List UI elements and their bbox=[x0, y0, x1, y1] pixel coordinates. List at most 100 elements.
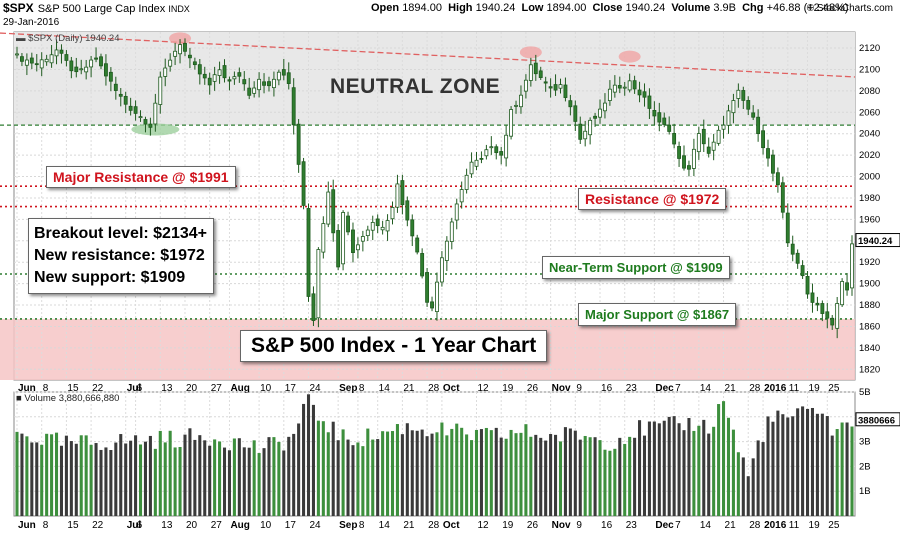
volume-bar bbox=[741, 457, 745, 516]
candle-body bbox=[691, 148, 696, 169]
stockcharts-logo: © StockCharts.com bbox=[806, 3, 893, 14]
candle-body bbox=[64, 54, 69, 61]
volume-tick-label: 3B bbox=[859, 437, 871, 448]
date-tick-label: Nov bbox=[552, 520, 571, 531]
volume-bar bbox=[489, 430, 493, 516]
volume-bar bbox=[282, 450, 286, 516]
volume-bar bbox=[376, 439, 380, 516]
candle-body bbox=[479, 157, 484, 160]
date-tick-label: 8 bbox=[43, 383, 49, 394]
candle-body bbox=[533, 62, 538, 75]
price-tick-label: 1840 bbox=[859, 343, 880, 354]
neutral-zone-label: NEUTRAL ZONE bbox=[330, 75, 501, 98]
new-support-text: New support: $1909 bbox=[34, 269, 186, 286]
candle-body bbox=[667, 124, 672, 132]
chart-title: S&P 500 Index - 1 Year Chart bbox=[240, 330, 548, 362]
volume-bar bbox=[435, 432, 439, 516]
volume-bar bbox=[771, 421, 775, 516]
volume-bar bbox=[687, 418, 691, 516]
volume-bar bbox=[311, 404, 315, 516]
date-tick-label: 24 bbox=[310, 383, 322, 394]
volume-tick-label: 2B bbox=[859, 461, 871, 472]
volume-bar bbox=[578, 439, 582, 516]
volume-bar bbox=[736, 452, 740, 516]
candle-body bbox=[746, 100, 751, 110]
volume-bar bbox=[331, 421, 335, 516]
candle-body bbox=[632, 80, 637, 90]
candle-body bbox=[252, 87, 257, 94]
change-value: +46.88 (+2.48%) bbox=[766, 2, 849, 14]
volume-bar bbox=[598, 440, 602, 516]
volume-bar bbox=[59, 445, 63, 516]
date-tick-label: 7 bbox=[675, 520, 681, 531]
candle-body bbox=[780, 182, 785, 213]
date-tick-label: 14 bbox=[379, 383, 391, 394]
candle-body bbox=[89, 59, 94, 68]
candle-body bbox=[677, 146, 682, 159]
date-tick-label: 9 bbox=[576, 520, 582, 531]
candle-body bbox=[573, 105, 578, 122]
volume-bar bbox=[99, 449, 103, 516]
volume-bar bbox=[667, 416, 671, 516]
date-tick-label: 13 bbox=[161, 520, 173, 531]
resistance-trendline bbox=[0, 32, 856, 78]
price-tick-label: 1880 bbox=[859, 300, 880, 311]
volume-bar bbox=[672, 416, 676, 516]
candle-body bbox=[326, 191, 331, 225]
volume-bar bbox=[702, 419, 706, 516]
candle-body bbox=[355, 244, 360, 251]
candle-body bbox=[790, 243, 795, 255]
volume-label: Volume bbox=[671, 2, 711, 14]
volume-bar bbox=[381, 431, 385, 516]
volume-bar bbox=[642, 435, 647, 516]
date-tick-label: 23 bbox=[626, 520, 638, 531]
candle-body bbox=[617, 85, 622, 89]
candle-body bbox=[410, 219, 415, 237]
volume-bar bbox=[726, 417, 731, 516]
date-tick-label: 24 bbox=[310, 520, 322, 531]
date-tick-label: 19 bbox=[809, 520, 821, 531]
date-tick-label: 20 bbox=[186, 383, 198, 394]
date-tick-label: Dec bbox=[655, 383, 674, 394]
candle-body bbox=[543, 81, 548, 84]
volume-bar bbox=[514, 433, 518, 516]
volume-bar bbox=[104, 447, 108, 516]
date-tick-label: Jul bbox=[127, 383, 142, 394]
volume-bar bbox=[277, 441, 281, 516]
volume-bar bbox=[524, 424, 528, 516]
volume-tick-label: 1B bbox=[859, 486, 871, 497]
change-label: Chg bbox=[742, 2, 764, 14]
volume-bar bbox=[509, 429, 513, 516]
candle-body bbox=[499, 151, 504, 156]
volume-bar bbox=[237, 438, 241, 516]
candle-body bbox=[548, 86, 553, 89]
candle-body bbox=[612, 84, 617, 93]
candle-body bbox=[104, 63, 108, 77]
date-tick-label: 6 bbox=[137, 383, 143, 394]
volume-bar bbox=[40, 444, 44, 516]
candle-body bbox=[321, 223, 326, 253]
candle-body bbox=[351, 229, 355, 254]
volume-bar bbox=[445, 435, 449, 516]
volume-bar bbox=[430, 433, 434, 516]
pivot-high-marker bbox=[519, 46, 542, 59]
date-tick-label: 15 bbox=[67, 383, 79, 394]
date-tick-label: 12 bbox=[477, 383, 489, 394]
candle-body bbox=[79, 68, 84, 71]
candle-body bbox=[810, 292, 815, 303]
candle-body bbox=[439, 257, 444, 283]
candle-body bbox=[123, 95, 128, 105]
volume-bar bbox=[638, 420, 642, 516]
candle-body bbox=[494, 146, 499, 154]
candle-body bbox=[568, 100, 573, 108]
candle-body bbox=[425, 272, 430, 303]
chart-date: 29-Jan-2016 bbox=[3, 17, 60, 28]
candle-body bbox=[662, 117, 667, 125]
candle-body bbox=[761, 130, 765, 149]
candle-body bbox=[603, 102, 607, 112]
candle-body bbox=[331, 189, 336, 234]
price-tick-label: 2000 bbox=[859, 172, 880, 183]
volume-bar bbox=[707, 433, 711, 516]
candle-body bbox=[805, 276, 810, 295]
volume-bar bbox=[810, 407, 815, 516]
